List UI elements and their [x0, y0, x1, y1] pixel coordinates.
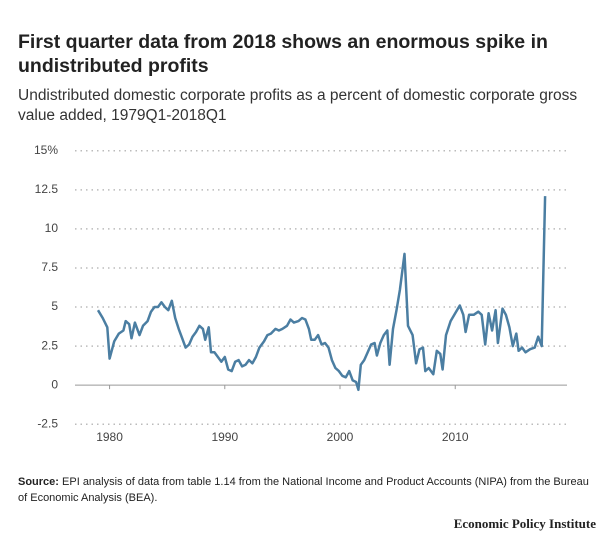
y-tick-label: 5	[51, 299, 58, 313]
y-tick-label: 10	[45, 221, 59, 235]
chart-subtitle: Undistributed domestic corporate profits…	[18, 87, 578, 124]
x-tick-label: 2000	[327, 430, 354, 444]
x-tick-label: 1980	[96, 430, 123, 444]
y-tick-label: 12.5	[35, 182, 59, 196]
data-line	[96, 196, 547, 392]
y-tick-label: 7.5	[41, 260, 58, 274]
x-tick-label: 1990	[211, 430, 238, 444]
y-tick-label: 15%	[34, 143, 58, 157]
brand: Economic Policy Institute	[453, 516, 596, 531]
y-tick-label: 0	[51, 377, 58, 391]
source-label: Source:	[18, 476, 59, 488]
chart-title: First quarter data from 2018 shows an en…	[18, 31, 548, 77]
source-note: Source: EPI analysis of data from table …	[18, 474, 593, 506]
y-tick-label: -2.5	[37, 416, 58, 430]
x-tick-label: 2010	[442, 430, 469, 444]
source-text: EPI analysis of data from table 1.14 fro…	[18, 476, 589, 504]
y-tick-label: 2.5	[41, 338, 58, 352]
